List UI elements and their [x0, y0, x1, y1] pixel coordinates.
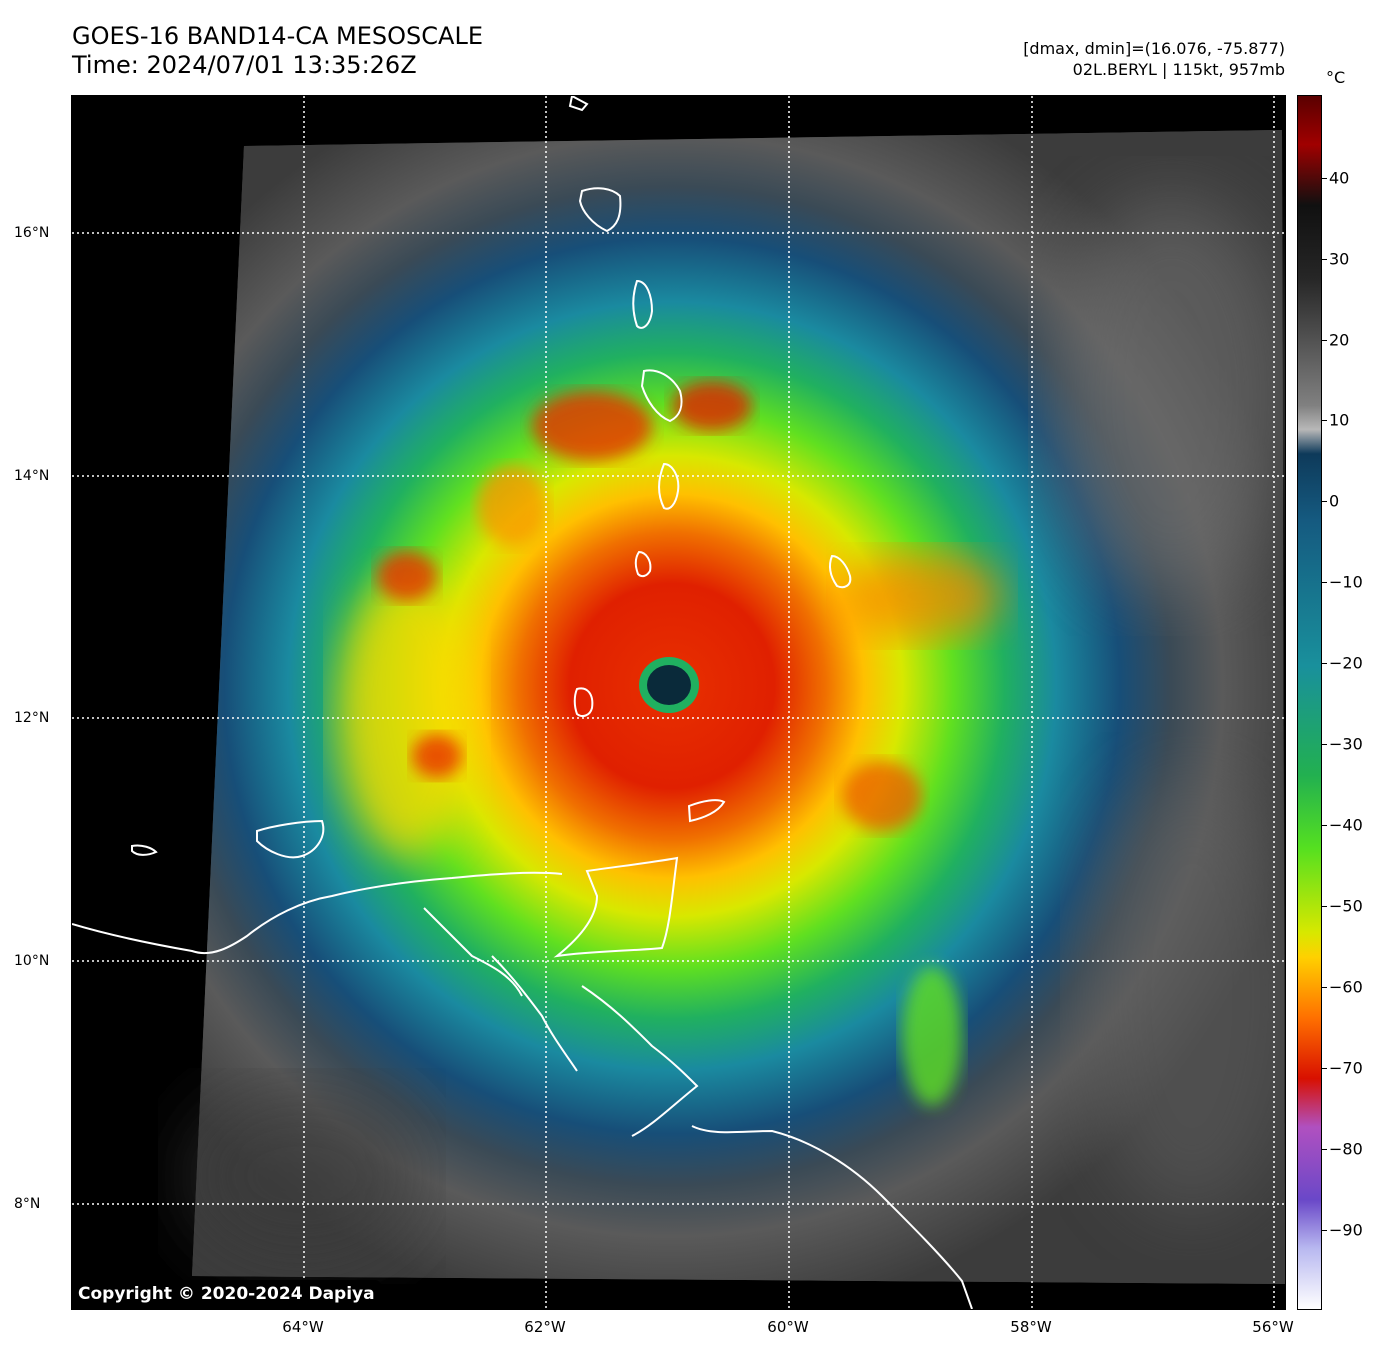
colorbar-tick-mark	[1322, 1230, 1327, 1231]
colorbar-tick-label: −50	[1329, 896, 1363, 916]
colorbar-tick-mark	[1322, 1068, 1327, 1069]
x-tick-label: 64°W	[282, 1318, 324, 1336]
coastlines	[72, 96, 973, 1309]
y-tick-label: 16°N	[14, 225, 50, 241]
hurricane-eye	[639, 657, 699, 713]
colorbar-unit: °C	[1326, 68, 1346, 87]
x-tick-label: 58°W	[1010, 1318, 1052, 1336]
colorbar-tick-label: −10	[1329, 572, 1363, 592]
colorbar-tick-label: 10	[1329, 410, 1350, 430]
dmax-dmin-readout: [dmax, dmin]=(16.076, -75.877)	[1023, 39, 1285, 58]
colorbar-tick-label: −70	[1329, 1058, 1363, 1078]
satellite-image-svg	[72, 96, 1285, 1309]
y-tick-label: 8°N	[14, 1196, 41, 1212]
colorbar-tick-mark	[1322, 340, 1327, 341]
colorbar-tick-mark	[1322, 178, 1327, 179]
colorbar-tick-mark	[1322, 906, 1327, 907]
y-tick-label: 10°N	[14, 953, 50, 969]
temperature-colorbar	[1297, 95, 1322, 1310]
colorbar-tick-label: −90	[1329, 1220, 1363, 1240]
colorbar-tick-label: −40	[1329, 815, 1363, 835]
satellite-image	[71, 95, 1286, 1310]
colorbar-tick-mark	[1322, 825, 1327, 826]
colorbar-tick-label: −30	[1329, 734, 1363, 754]
colorbar-tick-mark	[1322, 1149, 1327, 1150]
colorbar-tick-mark	[1322, 420, 1327, 421]
x-tick-label: 56°W	[1252, 1318, 1294, 1336]
storm-info: [dmax, dmin]=(16.076, -75.877) 02L.BERYL…	[1023, 38, 1285, 80]
gridlines	[72, 96, 1285, 1309]
colorbar-tick-mark	[1322, 663, 1327, 664]
x-tick-label: 60°W	[767, 1318, 809, 1336]
colorbar-tick-mark	[1322, 501, 1327, 502]
colorbar-tick-label: −60	[1329, 977, 1363, 997]
image-swath	[182, 130, 1285, 1284]
colorbar-tick-label: 0	[1329, 491, 1340, 511]
colorbar-tick-label: 20	[1329, 330, 1350, 350]
chart-title: GOES-16 BAND14-CA MESOSCALE Time: 2024/0…	[72, 22, 483, 80]
colorbar-tick-label: −20	[1329, 653, 1363, 673]
colorbar-tick-label: 40	[1329, 168, 1350, 188]
title-line-1: GOES-16 BAND14-CA MESOSCALE	[72, 22, 483, 50]
x-tick-label: 62°W	[524, 1318, 566, 1336]
y-tick-label: 12°N	[14, 710, 50, 726]
y-tick-label: 14°N	[14, 468, 50, 484]
storm-intensity: 02L.BERYL | 115kt, 957mb	[1072, 60, 1285, 79]
colorbar-tick-label: 30	[1329, 249, 1350, 269]
title-time: Time: 2024/07/01 13:35:26Z	[72, 51, 417, 79]
colorbar-tick-mark	[1322, 582, 1327, 583]
copyright-label: Copyright © 2020-2024 Dapiya	[72, 1280, 381, 1308]
colorbar-tick-label: −80	[1329, 1139, 1363, 1159]
colorbar-tick-mark	[1322, 744, 1327, 745]
colorbar-tick-mark	[1322, 987, 1327, 988]
colorbar-tick-mark	[1322, 259, 1327, 260]
